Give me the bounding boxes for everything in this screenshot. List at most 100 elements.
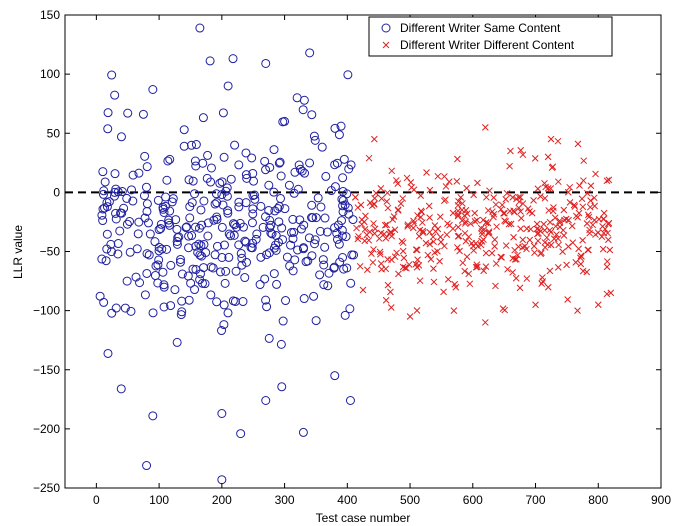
data-point-same-content — [142, 206, 152, 216]
data-point-same-content — [119, 203, 129, 213]
data-point-same-content — [120, 303, 130, 313]
data-point-same-content — [264, 180, 274, 190]
data-point-same-content — [98, 216, 108, 226]
data-point-same-content — [250, 194, 260, 204]
data-point-same-content — [126, 306, 136, 316]
data-point-same-content — [102, 202, 112, 212]
data-point-same-content — [111, 208, 121, 218]
data-point-different-content — [486, 187, 493, 195]
y-tick-label: −250 — [33, 481, 60, 495]
data-point-different-content — [571, 203, 579, 210]
data-point-same-content — [116, 132, 126, 142]
data-point-different-content — [459, 259, 467, 267]
data-point-different-content — [369, 259, 377, 266]
data-point-same-content — [242, 173, 252, 183]
y-tick-label: −200 — [33, 422, 60, 436]
data-point-different-content — [586, 203, 594, 211]
data-point-same-content — [332, 234, 342, 244]
data-point-same-content — [153, 278, 163, 288]
data-point-different-content — [507, 147, 514, 155]
data-point-same-content — [294, 160, 304, 170]
data-point-different-content — [426, 228, 434, 236]
x-tick-label: 300 — [275, 493, 295, 507]
data-point-different-content — [394, 207, 402, 214]
data-point-same-content — [252, 229, 262, 239]
data-point-same-content — [219, 152, 229, 162]
data-point-different-content — [481, 319, 489, 326]
data-point-same-content — [206, 290, 216, 300]
data-point-different-content — [456, 247, 463, 255]
data-point-same-content — [308, 213, 318, 223]
data-point-same-content — [332, 158, 342, 168]
data-point-same-content — [125, 247, 135, 257]
data-point-different-content — [449, 209, 457, 217]
x-axis-label: Test case number — [316, 511, 411, 525]
data-point-different-content — [392, 177, 400, 184]
data-point-same-content — [125, 217, 135, 227]
data-point-different-content — [546, 226, 554, 234]
data-point-different-content — [414, 256, 421, 264]
data-point-same-content — [145, 229, 155, 239]
data-point-different-content — [484, 207, 492, 214]
data-point-different-content — [546, 267, 554, 275]
data-point-different-content — [498, 254, 505, 261]
data-point-same-content — [241, 148, 251, 158]
x-tick-label: 400 — [337, 493, 357, 507]
data-point-different-content — [365, 154, 373, 162]
data-point-different-content — [481, 123, 489, 131]
data-point-different-content — [387, 304, 395, 311]
data-point-same-content — [217, 409, 227, 419]
data-point-different-content — [405, 261, 413, 268]
data-point-different-content — [471, 209, 479, 217]
data-point-same-content — [191, 140, 201, 150]
data-point-same-content — [159, 208, 169, 218]
data-point-same-content — [203, 218, 213, 228]
data-point-same-content — [293, 245, 303, 255]
data-point-same-content — [212, 212, 222, 222]
data-point-same-content — [223, 206, 233, 216]
data-point-same-content — [176, 310, 186, 320]
data-point-same-content — [226, 174, 236, 184]
data-point-same-content — [113, 239, 123, 249]
data-point-different-content — [382, 296, 390, 304]
data-point-different-content — [417, 213, 425, 221]
data-point-same-content — [255, 280, 265, 290]
data-point-different-content — [474, 179, 481, 187]
data-point-different-content — [541, 239, 549, 246]
data-point-different-content — [404, 221, 412, 229]
data-point-same-content — [241, 170, 251, 180]
data-point-same-content — [200, 279, 210, 289]
data-point-different-content — [381, 221, 389, 229]
data-point-different-content — [426, 186, 434, 194]
data-point-different-content — [585, 213, 593, 221]
data-point-different-content — [599, 215, 607, 223]
data-point-same-content — [340, 200, 350, 210]
data-point-same-content — [262, 250, 272, 260]
data-point-different-content — [519, 151, 527, 159]
data-point-same-content — [116, 384, 126, 394]
data-point-same-content — [247, 243, 257, 253]
data-point-same-content — [277, 223, 287, 233]
data-point-different-content — [492, 201, 500, 208]
data-point-same-content — [240, 273, 250, 283]
data-point-different-content — [526, 236, 534, 244]
data-point-same-content — [210, 199, 220, 209]
data-point-different-content — [368, 250, 375, 257]
data-point-different-content — [389, 216, 397, 223]
data-point-same-content — [260, 156, 270, 166]
data-point-same-content — [334, 130, 344, 140]
data-point-same-content — [273, 204, 283, 214]
data-point-same-content — [269, 243, 279, 253]
data-point-different-content — [474, 242, 482, 250]
data-point-same-content — [315, 226, 325, 236]
x-tick-label: 700 — [526, 493, 546, 507]
data-point-different-content — [504, 265, 511, 273]
data-point-different-content — [526, 208, 533, 215]
data-point-same-content — [102, 229, 112, 239]
data-point-different-content — [517, 225, 524, 233]
data-point-same-content — [315, 270, 325, 280]
data-point-same-content — [191, 222, 201, 232]
data-point-different-content — [382, 234, 390, 242]
data-point-different-content — [471, 217, 479, 225]
data-point-different-content — [459, 200, 466, 207]
